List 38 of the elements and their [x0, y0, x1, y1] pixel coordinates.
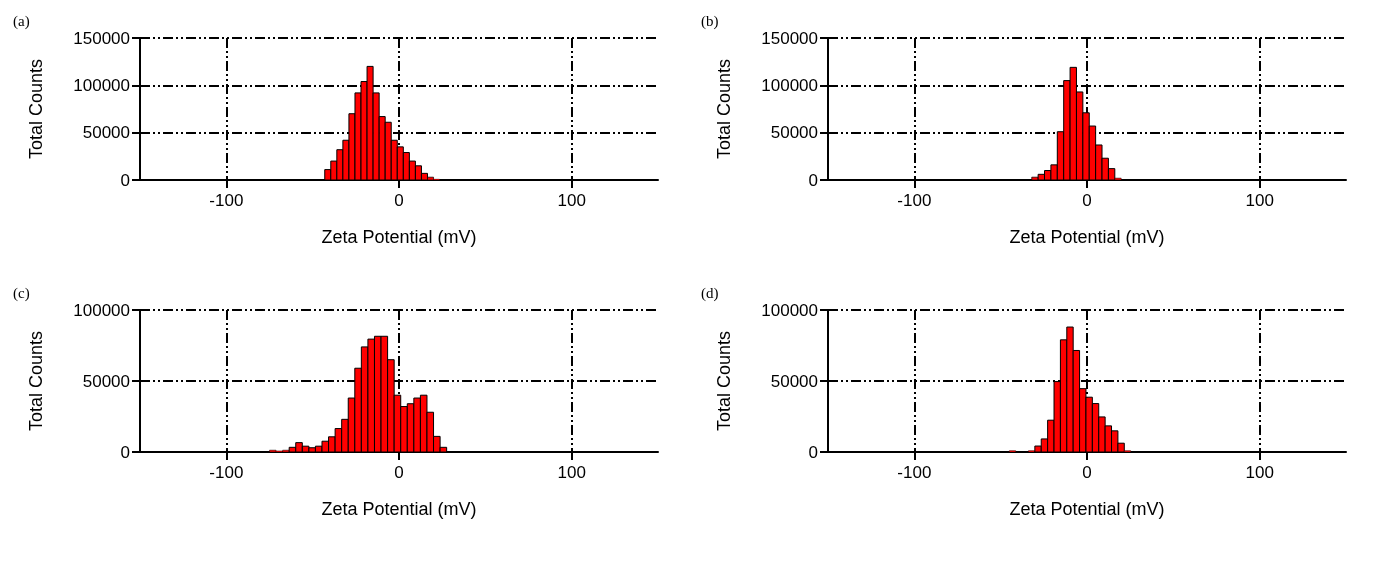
chart-title: (b)	[701, 12, 719, 30]
y-tick-label: 100000	[73, 75, 130, 95]
y-tick-label: 0	[808, 442, 818, 462]
chart-title: (d)	[701, 284, 719, 302]
x-tick-label: 0	[394, 191, 404, 210]
y-tick-label: 150000	[761, 28, 818, 48]
x-tick-label: 100	[557, 191, 586, 210]
y-tick-label: 50000	[770, 123, 818, 143]
y-tick-label: 100000	[761, 75, 818, 95]
x-tick-label: 100	[1245, 191, 1274, 210]
y-tick-label: 150000	[73, 28, 130, 48]
x-tick-label: 0	[1082, 463, 1092, 482]
y-tick-label: 50000	[82, 371, 130, 391]
y-tick-label: 0	[120, 442, 130, 462]
y-axis-title: Total Counts	[26, 58, 46, 160]
x-tick-label: 0	[394, 463, 404, 482]
y-axis-title: Total Counts	[714, 330, 734, 432]
x-tick-label: 100	[557, 463, 586, 482]
y-axis-title: Total Counts	[714, 58, 734, 160]
chart-title: (a)	[13, 12, 30, 30]
x-tick-label: -100	[897, 463, 932, 482]
y-tick-label: 100000	[761, 300, 818, 320]
x-tick-label: -100	[209, 463, 244, 482]
x-axis-title: Zeta Potential (mV)	[321, 499, 477, 519]
y-tick-label: 100000	[73, 300, 130, 320]
x-tick-label: -100	[209, 191, 244, 210]
y-tick-label: 50000	[82, 123, 130, 143]
y-tick-label: 50000	[770, 371, 818, 391]
y-axis-title: Total Counts	[26, 330, 46, 432]
x-tick-label: 100	[1245, 463, 1274, 482]
x-axis-title: Zeta Potential (mV)	[1009, 499, 1165, 519]
x-tick-label: 0	[1082, 191, 1092, 210]
chart-title: (c)	[13, 284, 30, 302]
x-axis-title: Zeta Potential (mV)	[321, 227, 477, 247]
y-tick-label: 0	[120, 170, 130, 190]
y-tick-label: 0	[808, 170, 818, 190]
x-tick-label: -100	[897, 191, 932, 210]
x-axis-title: Zeta Potential (mV)	[1009, 227, 1165, 247]
